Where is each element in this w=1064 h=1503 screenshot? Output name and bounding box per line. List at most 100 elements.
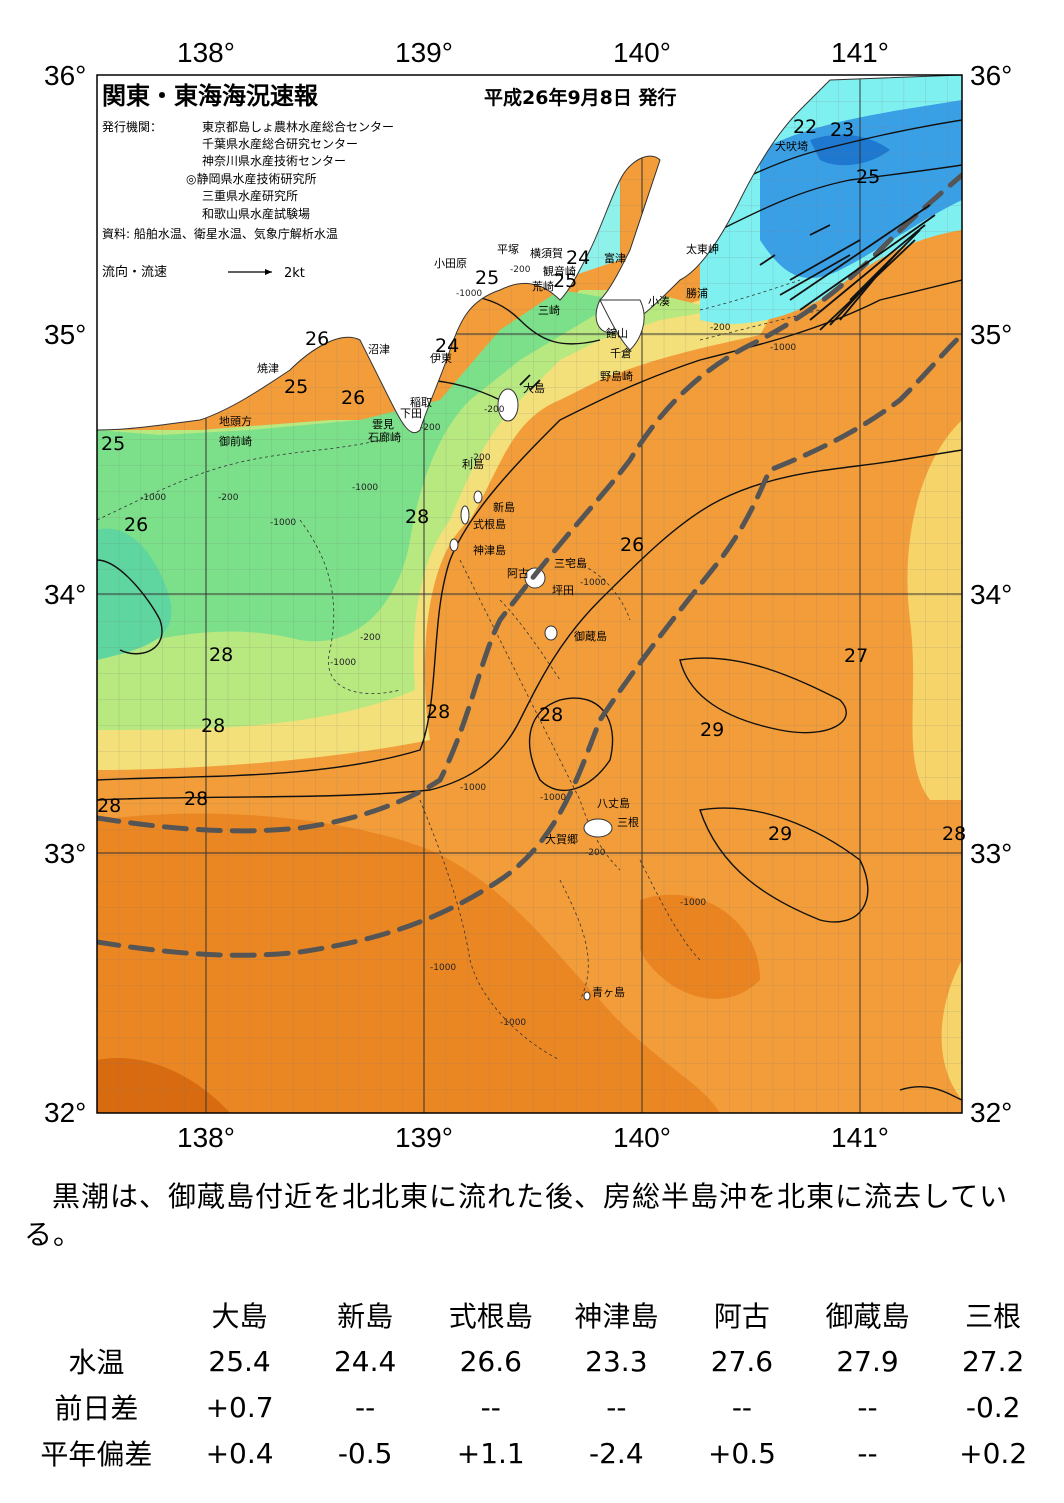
- depth-label: -200: [470, 453, 491, 463]
- toshima-island: [473, 490, 483, 504]
- place-label: 横須賀: [530, 246, 563, 260]
- table-cell: --: [857, 1436, 878, 1470]
- table-cell: +1.1: [456, 1436, 525, 1470]
- temp-label: 26: [124, 514, 148, 536]
- station-header: 三根: [965, 1300, 1022, 1333]
- place-label: 焼津: [257, 362, 279, 375]
- lat-label-left: 35°: [44, 319, 86, 350]
- temp-label: 23: [830, 119, 854, 141]
- temp-label: 25: [475, 267, 499, 289]
- depth-label: -1000: [352, 483, 378, 493]
- issuer: 三重県水産研究所: [202, 188, 298, 203]
- flow-legend-label: 流向・流速: [102, 264, 167, 280]
- place-label: 太東岬: [686, 243, 719, 256]
- place-label: 御前崎: [219, 434, 252, 448]
- issuer: ◎静岡県水産技術研究所: [186, 171, 316, 186]
- oshima-island: [497, 388, 519, 422]
- depth-label: -200: [218, 493, 239, 503]
- table-cell: --: [857, 1390, 878, 1424]
- station-header: 阿古: [713, 1300, 770, 1333]
- table-cell: 25.4: [208, 1344, 271, 1378]
- depth-label: -1000: [460, 783, 486, 793]
- table-cell: --: [731, 1390, 753, 1424]
- station-header: 大島: [211, 1300, 268, 1333]
- land: [97, 75, 962, 1001]
- place-label: 阿古: [507, 567, 529, 580]
- depth-label: -200: [420, 423, 441, 433]
- place-label: 平塚: [497, 243, 519, 256]
- depth-labels: -1000 -200 -1000 -200 -1000 -1000 -200 -…: [140, 265, 796, 1028]
- depth-label: -1000: [430, 963, 456, 973]
- place-label: 神津島: [473, 543, 506, 557]
- issuer: 東京都島しょ農林水産総合センター: [202, 119, 394, 134]
- temp-label: 24: [566, 247, 590, 269]
- temp-label: 24: [435, 335, 459, 357]
- temp-label: 25: [101, 433, 125, 455]
- temp-label: 28: [209, 644, 233, 666]
- table-cell: 27.6: [710, 1344, 774, 1378]
- table-cell: 23.3: [585, 1344, 648, 1378]
- row-label: 平年偏差: [40, 1438, 153, 1471]
- place-label: 石廊崎: [368, 430, 401, 444]
- place-label: 雲見: [372, 418, 394, 431]
- lon-label-bottom: 138°: [177, 1122, 235, 1153]
- place-label: 犬吠埼: [775, 139, 808, 153]
- station-header: 新島: [337, 1300, 394, 1333]
- depth-label: -200: [585, 848, 606, 858]
- temp-label: 27: [844, 645, 868, 667]
- temp-label: 26: [620, 534, 644, 556]
- depth-label: -1000: [456, 289, 482, 299]
- temp-label: 28: [184, 788, 208, 810]
- lat-label-right: 32°: [970, 1097, 1012, 1128]
- mikurajima-island: [544, 625, 558, 641]
- depth-label: -1000: [270, 518, 296, 528]
- row-label: 前日差: [54, 1392, 139, 1425]
- lon-label-bottom: 141°: [831, 1122, 889, 1153]
- depth-label: -200: [710, 323, 731, 333]
- temperature-labels: 22 23 25 24 25 25 24 26 25 26 25 26 28 2…: [97, 116, 966, 845]
- depth-label: -200: [484, 405, 505, 415]
- place-label: 富津: [604, 251, 626, 265]
- issue-date: 平成26年9月8日 発行: [484, 86, 677, 109]
- depth-label: -1000: [500, 1018, 526, 1028]
- place-label: 館山: [606, 326, 628, 340]
- table-cell: -2.4: [589, 1436, 644, 1470]
- temp-label: 29: [700, 719, 724, 741]
- lat-label-left: 33°: [44, 838, 86, 869]
- table-cell: --: [480, 1390, 501, 1424]
- temp-label: 26: [305, 328, 329, 350]
- axis-labels: 138° 139° 140° 141° 138° 139° 140° 141° …: [44, 37, 1012, 1153]
- place-label: 沼津: [368, 342, 390, 356]
- table-cell: +0.5: [707, 1436, 776, 1470]
- depth-label: -200: [360, 633, 381, 643]
- table-cell: +0.4: [205, 1436, 274, 1470]
- place-label: 大賀郷: [545, 832, 578, 846]
- place-label: 御蔵島: [574, 629, 607, 643]
- place-label: 稲取: [410, 396, 432, 409]
- place-label: 三崎: [538, 303, 560, 317]
- lon-label-top: 141°: [831, 37, 889, 68]
- table-row: 水温 25.4 24.4 26.6 23.3 27.6 27.9 27.2: [16, 1338, 1056, 1384]
- lon-label-bottom: 140°: [613, 1122, 671, 1153]
- sea-temperature-map: 138° 139° 140° 141° 138° 139° 140° 141° …: [44, 37, 1012, 1153]
- temp-label: 28: [405, 506, 429, 528]
- table-cell: 27.9: [836, 1344, 899, 1378]
- lon-label-top: 138°: [177, 37, 235, 68]
- depth-label: -1000: [540, 793, 566, 803]
- place-label: 式根島: [473, 517, 506, 531]
- map-title: 関東・東海海況速報: [102, 82, 319, 110]
- temp-label: 29: [768, 823, 792, 845]
- place-label: 坪田: [552, 584, 574, 597]
- temp-label: 28: [426, 701, 450, 723]
- table-cell: --: [355, 1390, 376, 1424]
- table-cell: -0.2: [965, 1390, 1021, 1424]
- table-cell: 24.4: [333, 1344, 397, 1378]
- station-header: 御蔵島: [825, 1300, 910, 1333]
- table-cell: --: [606, 1390, 627, 1424]
- lat-label-right: 34°: [970, 579, 1012, 610]
- temp-label: 25: [856, 166, 880, 188]
- place-label: 観音崎: [543, 264, 576, 278]
- place-label: 新島: [493, 500, 515, 514]
- depth-label: -1000: [140, 493, 166, 503]
- kuroshio-axis: [97, 172, 962, 958]
